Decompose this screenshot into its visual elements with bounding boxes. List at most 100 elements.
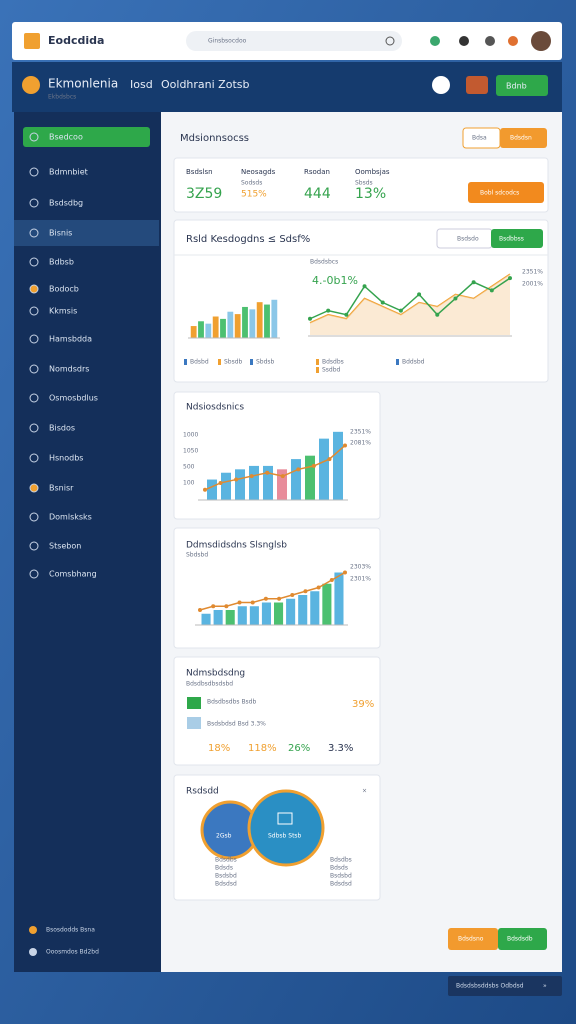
logo — [24, 33, 40, 49]
nav-item[interactable]: Bsdsdbg — [49, 199, 83, 208]
line-dot — [224, 604, 229, 609]
bar — [261, 602, 271, 625]
sidebar-footer: Ooosmdos Bd2bd — [46, 949, 99, 956]
status-text: Bdsdsbsddsbs Odbdsd — [456, 983, 524, 990]
icon[interactable] — [430, 36, 440, 46]
nav-item[interactable]: Bsedcoo — [49, 133, 83, 142]
line-dot — [316, 585, 321, 590]
nav-active[interactable] — [23, 127, 150, 147]
legend-label: Bdsds — [215, 865, 233, 872]
line-dot — [218, 480, 223, 485]
line-dot — [203, 487, 207, 492]
icon[interactable] — [485, 36, 495, 46]
bar — [291, 459, 301, 500]
nav-icon — [29, 284, 39, 294]
card-button[interactable] — [491, 229, 543, 248]
bar — [334, 572, 344, 625]
nav-item[interactable]: Comsbhang — [49, 570, 97, 579]
nav-item[interactable]: Kkmsis — [49, 307, 77, 316]
nav-item[interactable]: Nomdsdrs — [49, 365, 89, 374]
metric-value: 118% — [248, 743, 277, 754]
row-label: Bdsdbsdbs Bsdb — [207, 699, 256, 706]
close[interactable]: × — [362, 788, 367, 795]
avatar[interactable] — [531, 31, 551, 51]
header-subtitle: Ekbdsbcs — [48, 94, 76, 101]
line-dot — [453, 296, 458, 301]
header-tab[interactable]: Iosd — [130, 78, 153, 91]
stat-label: Rsodan — [304, 168, 330, 176]
search-box[interactable] — [186, 31, 402, 51]
stat-value: 444 — [304, 186, 331, 202]
line-dot — [380, 300, 385, 305]
legend-swatch — [184, 359, 187, 365]
status-arrow[interactable]: » — [543, 983, 547, 990]
nav-item[interactable]: Bodocb — [49, 285, 79, 294]
nav-item[interactable]: Hamsbdda — [49, 335, 92, 344]
card-search-label: Bsdsdo — [457, 236, 479, 243]
row-label: Bsdsbdsd Bsd 3.3% — [207, 721, 266, 728]
nav-item[interactable]: Bisdos — [49, 424, 75, 433]
chart-annotation: 4.-0b1% — [312, 274, 358, 287]
card-title: Ndmsbdsdng — [186, 669, 245, 679]
icon-button[interactable] — [466, 76, 488, 94]
legend-label: 2001% — [522, 281, 543, 288]
card-title: Rsld Kesdogdns ≤ Sdsf% — [186, 234, 310, 245]
bar — [271, 299, 278, 338]
card-title: Ddmsdidsdns Slsnglsb — [186, 541, 287, 551]
line-dot — [237, 600, 242, 605]
icon[interactable] — [508, 36, 518, 46]
nav-item[interactable]: Bdmnbiet — [49, 168, 88, 177]
line-dot — [249, 474, 254, 479]
card-subtitle: Bdsdbsdbsdsbd — [186, 681, 233, 688]
footer-button[interactable] — [448, 928, 498, 950]
legend-swatch — [316, 359, 319, 365]
bar — [277, 469, 287, 500]
badge: 39% — [352, 699, 374, 710]
bar — [227, 311, 234, 338]
footer-button[interactable] — [498, 928, 547, 950]
line-dot — [343, 570, 347, 575]
series-label: 2351% — [350, 429, 371, 436]
legend-swatch — [218, 359, 221, 365]
nav-item[interactable]: Bdbsb — [49, 258, 74, 267]
nav-item[interactable]: Bsnisr — [49, 484, 74, 493]
line-dot — [303, 589, 308, 594]
bar — [322, 583, 332, 625]
legend-swatch — [250, 359, 253, 365]
chart-subtitle: Bdsdsbcs — [310, 259, 338, 266]
bar — [190, 326, 197, 338]
legend-label: Bdsdbs — [322, 359, 344, 366]
nav-item[interactable]: Bisnis — [49, 229, 72, 238]
header-button[interactable] — [496, 75, 548, 96]
bar — [249, 606, 259, 625]
legend-label: Sbsdb — [224, 359, 243, 366]
legend-label: Bdsdbs — [330, 857, 352, 864]
bar — [205, 323, 212, 338]
nav-item[interactable]: Stsebon — [49, 542, 81, 551]
nav-selected[interactable] — [14, 220, 159, 246]
nav-item[interactable]: Hsnodbs — [49, 454, 83, 463]
bar — [201, 613, 211, 625]
stat-label: Neosagds — [241, 168, 276, 176]
avatar[interactable] — [432, 76, 450, 94]
bar — [333, 431, 343, 500]
bar — [198, 321, 204, 338]
header-heading: Ooldhrani Zotsb — [161, 78, 249, 91]
line — [199, 571, 346, 611]
metric-value: 3.3% — [328, 743, 353, 754]
bar — [319, 438, 329, 500]
footer-icon — [29, 926, 37, 934]
line-dot — [280, 474, 285, 479]
legend-label: Bdsds — [330, 865, 348, 872]
nav-item[interactable]: Osmosbdlus — [49, 394, 98, 403]
footer-icon — [29, 948, 37, 956]
stat-value: 13% — [355, 186, 386, 202]
stats-button[interactable] — [468, 182, 544, 203]
status-bar — [448, 976, 562, 996]
nav-item[interactable]: Domlsksks — [49, 513, 92, 522]
button[interactable] — [500, 128, 547, 148]
line-dot — [326, 308, 331, 313]
sidebar — [14, 112, 161, 972]
icon[interactable] — [459, 36, 469, 46]
line-dot — [417, 292, 422, 297]
